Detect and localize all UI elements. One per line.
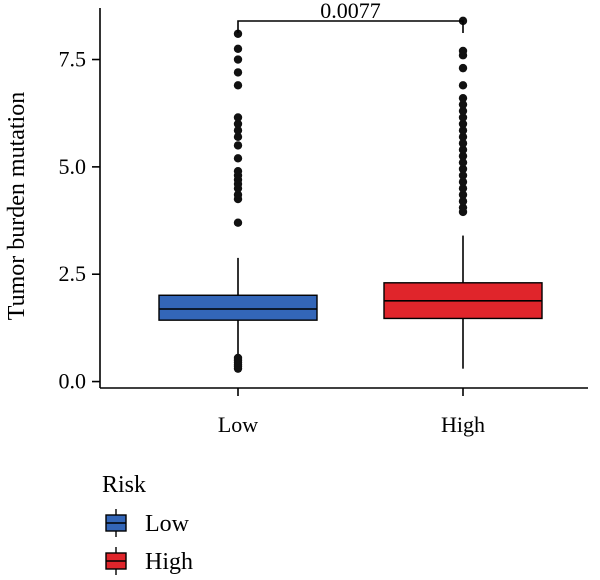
x-tick-label: Low [218,412,258,437]
legend-label: Low [145,511,190,537]
outlier-point [458,100,468,109]
outlier-point [458,126,468,135]
significance-bracket: 0.0077 [237,0,464,33]
y-axis-label: Tumor burden mutation [4,92,30,320]
legend-title: Risk [102,472,146,498]
outlier-point [233,81,243,90]
outlier-point [458,197,468,206]
box-low [158,29,318,373]
y-tick-label: 5.0 [59,154,87,179]
y-tick-label: 2.5 [59,261,87,286]
outlier-point [458,177,468,187]
boxes [158,16,543,373]
outlier-point [458,132,468,142]
outlier-point [458,171,468,180]
legend-item-high: High [105,547,193,575]
outlier-point [458,158,468,167]
outlier-point [458,106,468,116]
outlier-point [233,141,243,150]
y-axis-ticks: 0.0 2.5 5.0 7.5 [59,47,100,394]
outlier-point [233,119,243,129]
outlier-point [458,119,468,129]
legend-label: High [145,549,193,575]
outlier-point [458,46,468,56]
outlier-point [458,113,468,122]
outlier-point [233,190,243,199]
outlier-point [233,55,243,64]
outlier-point [458,139,468,148]
x-tick-label: High [441,412,485,437]
p-value-label: 0.0077 [320,0,381,23]
outlier-point [233,154,243,163]
bracket-line [237,20,464,33]
outlier-point [233,166,243,176]
outlier-point [458,151,468,161]
outlier-point [458,184,468,193]
outlier-point [233,29,243,38]
outlier-point [458,81,468,90]
box-iqr [158,294,318,321]
outlier-point [233,113,243,122]
outlier-point [458,203,468,212]
y-tick-label: 0.0 [59,369,87,394]
outlier-point [458,93,468,103]
y-tick-label: 7.5 [59,47,87,72]
outlier-point [233,218,243,227]
x-axis-ticks: Low High [218,388,485,437]
outlier-point [233,44,243,53]
outlier-point [458,145,468,154]
legend-item-low: Low [105,509,190,537]
outlier-point [458,63,468,73]
outlier-point [458,164,468,174]
outlier-point [233,132,243,142]
outlier-point [233,353,243,363]
outlier-point [458,190,468,199]
box-high [383,16,543,369]
outlier-point [233,68,243,77]
legend: Low High [105,509,193,575]
outlier-point [233,126,243,135]
